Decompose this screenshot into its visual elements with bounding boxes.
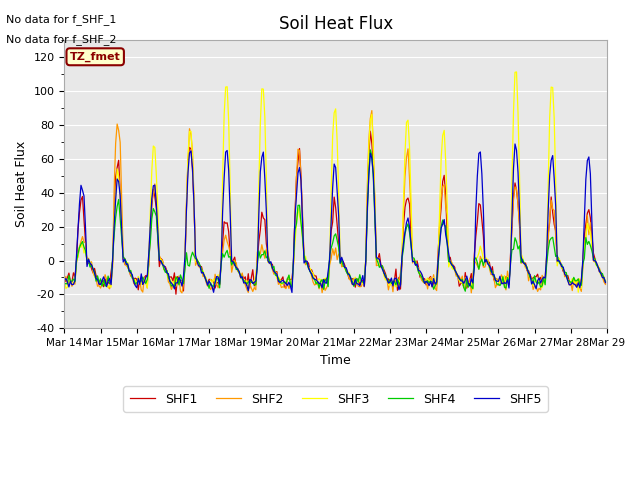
- SHF1: [602, 280, 609, 286]
- SHF1: [61, 276, 68, 281]
- Legend: SHF1, SHF2, SHF3, SHF4, SHF5: SHF1, SHF2, SHF3, SHF4, SHF5: [124, 386, 548, 412]
- SHF2: [575, 276, 582, 282]
- SHF1: [299, 218, 307, 224]
- SHF5: [511, 141, 519, 147]
- Text: TZ_fmet: TZ_fmet: [70, 52, 120, 62]
- SHF2: [127, 272, 134, 278]
- SHF5: [249, 281, 257, 287]
- Line: SHF3: SHF3: [65, 72, 605, 292]
- Line: SHF2: SHF2: [65, 110, 605, 293]
- SHF3: [513, 69, 520, 75]
- SHF4: [127, 267, 134, 273]
- SHF3: [573, 277, 580, 283]
- SHF4: [222, 250, 230, 256]
- Line: SHF4: SHF4: [65, 150, 605, 291]
- SHF1: [127, 273, 134, 279]
- Line: SHF1: SHF1: [65, 131, 605, 294]
- SHF4: [575, 276, 582, 282]
- SHF4: [602, 278, 609, 284]
- SHF3: [602, 278, 609, 284]
- SHF1: [250, 283, 258, 289]
- Text: No data for f_SHF_2: No data for f_SHF_2: [6, 34, 117, 45]
- SHF1: [172, 291, 180, 297]
- SHF4: [249, 279, 257, 285]
- SHF3: [249, 278, 257, 284]
- SHF2: [241, 282, 249, 288]
- SHF2: [299, 209, 307, 215]
- SHF4: [61, 281, 68, 287]
- SHF2: [602, 281, 609, 287]
- SHF5: [299, 217, 307, 223]
- Y-axis label: Soil Heat Flux: Soil Heat Flux: [15, 141, 28, 228]
- SHF2: [250, 285, 258, 290]
- SHF2: [61, 279, 68, 285]
- X-axis label: Time: Time: [320, 354, 351, 367]
- SHF5: [222, 149, 230, 155]
- SHF1: [241, 274, 249, 280]
- SHF5: [127, 270, 134, 276]
- SHF2: [368, 108, 376, 113]
- SHF2: [178, 290, 186, 296]
- Text: No data for f_SHF_1: No data for f_SHF_1: [6, 14, 116, 25]
- SHF4: [461, 288, 469, 294]
- Title: Soil Heat Flux: Soil Heat Flux: [278, 15, 393, 33]
- SHF5: [602, 280, 609, 286]
- SHF3: [127, 268, 134, 274]
- SHF3: [61, 278, 68, 284]
- SHF5: [288, 289, 296, 295]
- SHF1: [575, 277, 582, 283]
- SHF4: [240, 277, 248, 283]
- SHF3: [240, 280, 248, 286]
- SHF3: [297, 220, 305, 226]
- SHF5: [575, 280, 582, 286]
- SHF4: [297, 220, 305, 226]
- SHF5: [240, 280, 248, 286]
- SHF1: [223, 220, 231, 226]
- SHF5: [61, 277, 68, 283]
- SHF3: [575, 289, 582, 295]
- SHF1: [367, 128, 374, 134]
- SHF3: [222, 84, 230, 90]
- SHF2: [223, 239, 231, 245]
- SHF4: [367, 147, 374, 153]
- Line: SHF5: SHF5: [65, 144, 605, 292]
